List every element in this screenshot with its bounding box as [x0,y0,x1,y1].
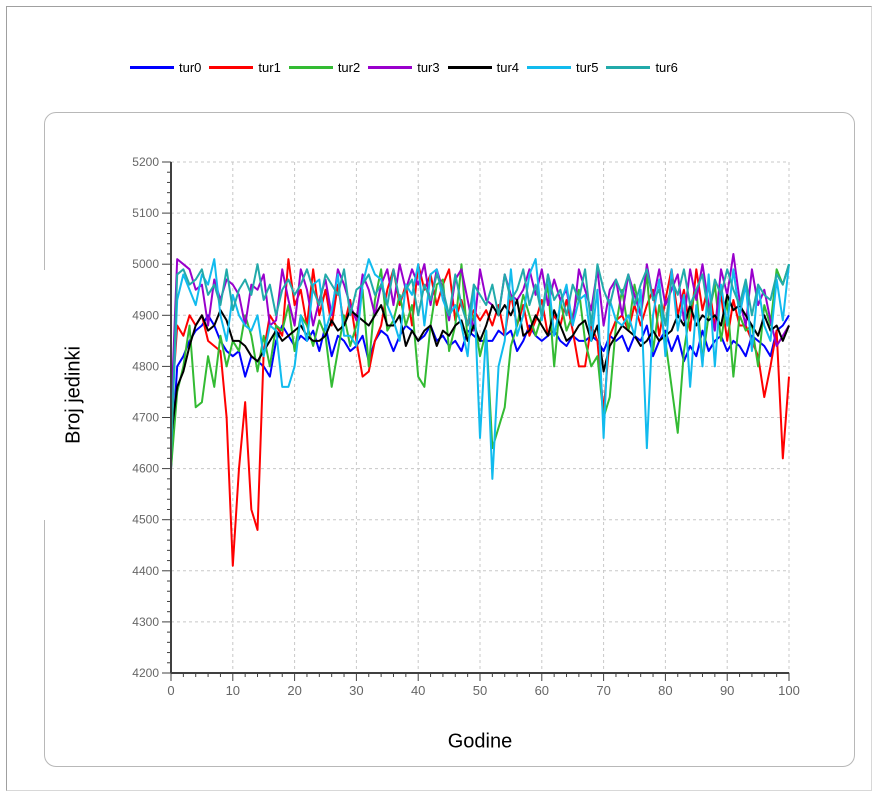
x-tick-label: 100 [778,683,800,698]
x-tick-label: 90 [720,683,734,698]
x-tick-label: 80 [658,683,672,698]
legend-swatch [527,65,572,69]
y-tick-label: 4500 [132,513,159,527]
legend-label: tur5 [576,59,599,75]
legend-item-tur2: tur2 [288,59,361,75]
legend-item-tur5: tur5 [527,60,598,75]
x-tick-label: 30 [349,683,363,698]
legend-item-tur6: tur6 [606,59,678,75]
series-line-tur5 [170,258,790,480]
legend-label: tur1 [258,59,281,75]
y-tick-label: 5200 [132,155,159,169]
window-frame [6,6,872,791]
chart-panel [44,112,855,767]
x-tick-label: 70 [596,683,610,698]
legend-label: tur3 [417,59,440,75]
y-tick-label: 4600 [132,462,159,476]
y-tick-label: 4300 [132,615,159,629]
legend-label: tur6 [655,59,678,75]
legend-swatch [288,65,333,69]
y-label-background [42,270,78,520]
x-tick-label: 20 [287,683,301,698]
y-axis-label: Broj jedinki [62,346,85,444]
legend-swatch [606,65,651,69]
legend-label: tur4 [496,59,520,75]
chart-legend: tur0 tur1 tur2 tur3 tur4 tur5 tur6 [130,57,686,77]
legend-item-tur0: tur0 [130,60,201,75]
x-tick-label: 60 [535,683,549,698]
legend-swatch [209,65,254,69]
y-tick-label: 4900 [132,308,159,322]
series-line-tur6 [170,263,790,459]
legend-swatch [130,65,174,69]
legend-swatch [368,65,413,69]
y-tick-label: 4400 [132,564,159,578]
legend-item-tur1: tur1 [209,59,281,75]
y-tick-label: 4800 [132,359,159,373]
x-axis-label: Godine [441,730,519,754]
legend-swatch [447,65,492,69]
y-tick-label: 4200 [132,666,159,680]
legend-label: tur0 [179,59,202,75]
legend-item-tur4: tur4 [447,59,520,75]
x-tick-label: 40 [411,683,425,698]
y-tick-label: 5100 [132,206,159,220]
x-tick-label: 50 [473,683,487,698]
x-tick-label: 10 [226,683,240,698]
legend-item-tur3: tur3 [368,59,440,75]
series-line-tur3 [170,252,790,418]
y-tick-label: 5000 [132,257,159,271]
legend-label: tur2 [337,59,361,75]
y-tick-label: 4700 [132,411,159,425]
x-tick-label: 0 [167,683,174,698]
